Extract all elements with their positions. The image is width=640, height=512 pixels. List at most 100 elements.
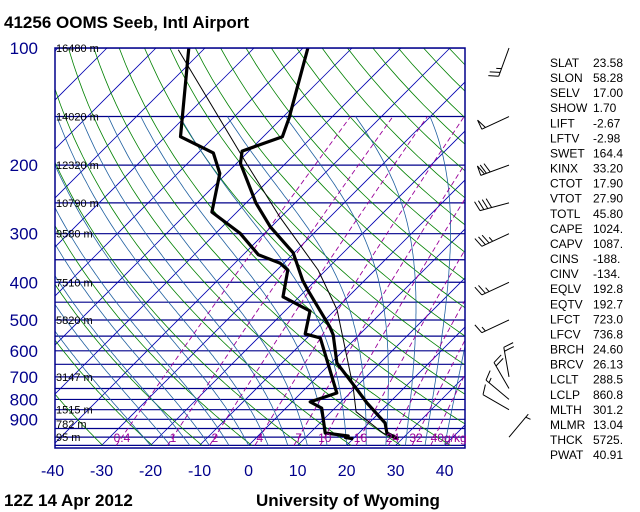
stat-value: 1024. — [593, 222, 623, 236]
stat-label: CAPE — [550, 222, 583, 236]
moist-adiabat-line — [424, 116, 452, 446]
wind-barb — [474, 198, 510, 212]
dry-adiabat-line — [55, 225, 253, 446]
stability-indices: SLAT 23.58 SLON 58.28 SELV 17.00 SHOW 1.70 LIFT -… — [550, 56, 623, 462]
stat-value: -2.67 — [593, 116, 621, 130]
isotherm-line — [248, 228, 465, 446]
stat-value: 33.20 — [593, 162, 623, 176]
stat-label: SLON — [550, 71, 583, 85]
temperature-tick-label: -40 — [41, 463, 64, 480]
dry-adiabat-line — [270, 48, 465, 253]
stat-label: LFTV — [550, 131, 579, 145]
dry-adiabat-line — [55, 339, 153, 446]
stat-label: BRCH — [550, 343, 584, 357]
pressure-tick-label: 700 — [10, 368, 38, 387]
stat-value: 5725. — [593, 433, 623, 447]
temperature-tick-label: 40 — [436, 463, 454, 480]
wind-barb — [474, 281, 510, 296]
mixing-ratio-label: 0.4 — [114, 431, 131, 445]
isotherm-line — [0, 48, 9, 445]
isotherm-line — [55, 48, 304, 297]
dry-adiabat-line — [194, 48, 465, 337]
stat-value: 13.04 — [593, 418, 623, 432]
stat-value: 164.4 — [593, 146, 623, 160]
mixing-ratio-label: 2 — [211, 431, 218, 445]
height-label: 9580 m — [56, 229, 93, 241]
stat-value: 24.60 — [593, 343, 623, 357]
moist-adiabat-line — [285, 116, 389, 446]
stat-label: SWET — [550, 146, 585, 160]
dry-adiabat-line — [296, 48, 465, 226]
height-label: 12320 m — [56, 160, 99, 172]
stat-value: 26.13 — [593, 358, 623, 372]
dry-adiabat-line — [55, 87, 352, 446]
stat-label: SLAT — [550, 56, 580, 70]
mixing-ratio-label: 32 — [409, 431, 423, 445]
moist-adiabat-line — [80, 116, 289, 446]
isotherm-line — [346, 326, 465, 446]
temperature-tick-label: 30 — [387, 463, 405, 480]
mixing-ratio-label: 24 — [386, 431, 400, 445]
mixing-ratio-label: 16 — [354, 431, 368, 445]
stat-label: LFCT — [550, 312, 581, 326]
dry-adiabat-line — [68, 48, 402, 446]
moist-adiabat-line — [179, 116, 348, 446]
mixing-ratio-line — [209, 116, 428, 446]
isotherm-line — [55, 48, 255, 248]
footer-date: 12Z 14 Apr 2012 — [4, 491, 133, 510]
stat-label: CINS — [550, 252, 579, 266]
stat-value: 1.70 — [593, 101, 617, 115]
footer-source: University of Wyoming — [256, 491, 440, 510]
height-label: 5820 m — [56, 315, 93, 327]
wind-barb — [508, 413, 531, 438]
wind-barbs — [474, 47, 531, 438]
stat-value: 192.7 — [593, 297, 623, 311]
temperature-trace — [238, 48, 400, 441]
stat-label: VTOT — [550, 192, 582, 206]
stat-value: 58.28 — [593, 71, 623, 85]
mixing-ratio-line — [387, 299, 465, 446]
isotherm-line — [395, 375, 465, 446]
stat-label: KINX — [550, 162, 578, 176]
stat-label: LCLT — [550, 373, 579, 387]
moist-adiabat-line — [55, 330, 151, 446]
wind-barb — [503, 342, 515, 377]
height-label: 95 m — [56, 432, 80, 444]
moist-adiabat-line — [444, 344, 465, 446]
stat-value: 23.58 — [593, 56, 623, 70]
mixing-ratio-label: 4 — [257, 431, 264, 445]
isotherm-line — [55, 48, 402, 395]
stat-value: 40.91 — [593, 448, 623, 462]
mixing-ratio-line — [167, 116, 394, 446]
isotherm-line — [55, 48, 353, 346]
temperature-tick-label: 10 — [289, 463, 307, 480]
plot-frame — [54, 47, 466, 449]
stat-value: 45.80 — [593, 207, 623, 221]
stat-label: LFCV — [550, 327, 581, 341]
stat-label: PWAT — [550, 448, 584, 462]
stat-label: TOTL — [550, 207, 581, 221]
height-label: 10790 m — [56, 198, 99, 210]
stat-value: -134. — [593, 267, 620, 281]
temperature-tick-label: 20 — [338, 463, 356, 480]
pressure-tick-label: 100 — [10, 39, 38, 58]
dry-adiabat-line — [245, 48, 465, 281]
height-label: 14020 m — [56, 112, 99, 124]
moist-adiabat-line — [107, 116, 308, 446]
dry-adiabat-line — [118, 48, 465, 425]
stat-value: 27.90 — [593, 192, 623, 206]
mixing-ratio-label: 10 — [318, 431, 332, 445]
moist-adiabat-line — [55, 275, 191, 446]
stat-value: 288.5 — [593, 373, 623, 387]
mixing-ratio-label: 1 — [170, 431, 177, 445]
mixing-ratio-line — [411, 339, 465, 446]
isotherm-line — [55, 48, 206, 199]
stat-value: 301.2 — [593, 403, 623, 417]
pressure-tick-label: 300 — [10, 225, 38, 244]
stat-value: 860.8 — [593, 388, 623, 402]
stat-label: CAPV — [550, 237, 583, 251]
moist-adiabat-line — [55, 206, 230, 446]
mixing-ratio-line — [430, 373, 465, 446]
isotherm-line — [101, 81, 465, 446]
